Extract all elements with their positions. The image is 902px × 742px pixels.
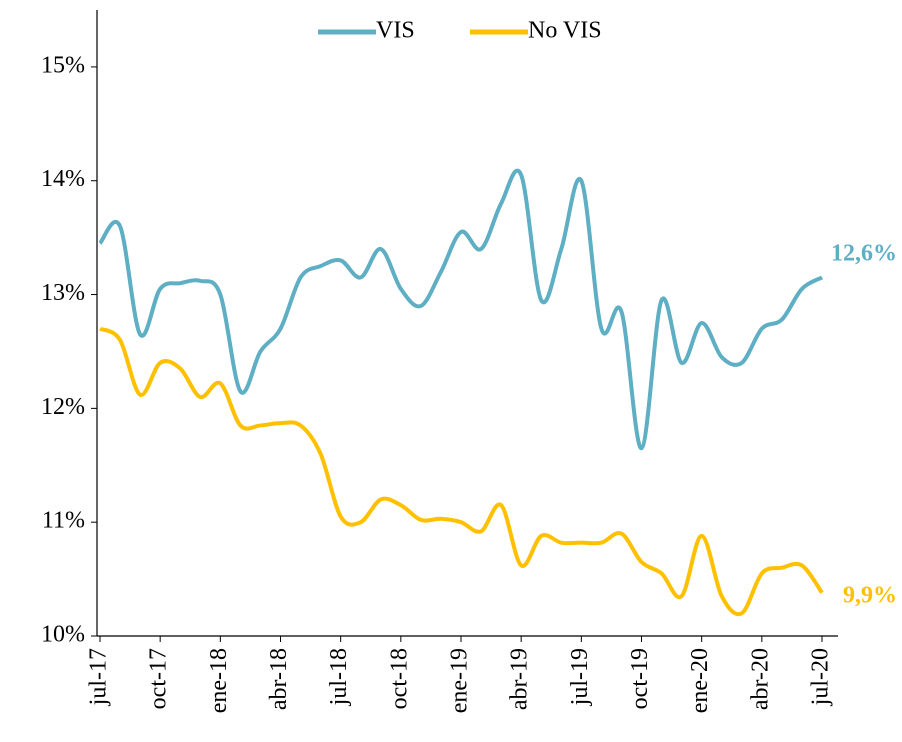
series-line: [98, 168, 823, 451]
x-tick-label: oct-18: [386, 648, 412, 709]
x-tick-label: ene-18: [206, 648, 232, 713]
x-tick-label: ene-19: [447, 648, 473, 713]
y-tick-label: 12%: [41, 394, 85, 420]
x-tick-label: abr-18: [266, 648, 292, 710]
y-tick-label: 15%: [41, 52, 85, 78]
annotation: 9,9%: [843, 583, 897, 609]
x-tick-label: ene-20: [687, 648, 713, 713]
series-line: [99, 326, 824, 617]
x-tick-label: oct-19: [627, 648, 653, 709]
x-tick-label: jul-17: [86, 648, 112, 706]
x-tick-label: abr-20: [747, 648, 773, 710]
x-tick-label: jul-20: [808, 648, 834, 706]
y-tick-label: 11%: [42, 508, 85, 534]
y-tick-label: 14%: [41, 166, 85, 192]
legend-label: VIS: [376, 18, 415, 44]
y-tick-label: 13%: [41, 280, 85, 306]
annotation: 12,6%: [831, 241, 897, 267]
x-tick-label: jul-19: [567, 648, 593, 706]
x-tick-label: abr-19: [507, 648, 533, 710]
x-tick-label: jul-18: [326, 648, 352, 706]
legend-label: No VIS: [528, 18, 602, 44]
x-tick-label: oct-17: [146, 648, 172, 709]
y-tick-label: 10%: [41, 622, 85, 648]
